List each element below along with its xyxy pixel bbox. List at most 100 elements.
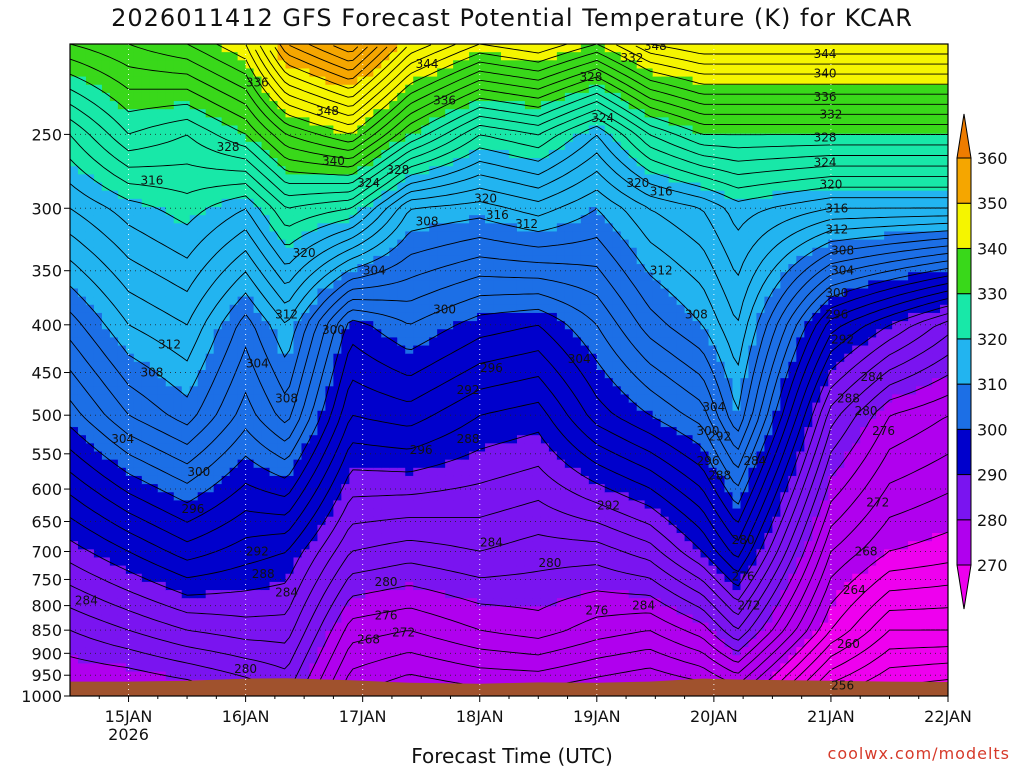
field-cell [556,435,566,444]
field-cell [277,386,287,396]
field-cell [373,361,382,371]
field-cell [485,361,494,371]
field-cell [301,533,311,542]
field-cell [516,84,526,94]
field-cell [373,149,382,159]
field-cell [524,565,534,575]
field-cell [437,508,446,518]
field-cell [333,598,342,607]
field-cell [413,149,422,159]
field-cell [548,84,558,94]
field-cell [77,418,87,428]
field-cell [509,541,518,550]
field-cell [405,370,414,379]
field-cell [141,492,151,501]
field-cell [524,353,534,363]
field-cell [357,52,366,61]
field-cell [325,467,334,477]
field-cell [413,296,422,306]
field-cell [261,190,271,200]
field-cell [477,264,486,273]
field-cell [269,500,279,510]
field-cell [117,174,127,184]
field-cell [381,598,390,607]
field-cell [469,321,478,330]
field-cell [205,92,215,102]
field-cell [453,647,462,656]
field-cell [253,565,263,575]
field-cell [109,565,119,575]
field-cell [125,264,135,273]
field-cell [237,581,247,591]
field-cell [445,312,454,322]
field-cell [309,133,319,143]
field-cell [429,264,438,273]
field-cell [301,288,311,298]
field-cell [141,581,151,591]
field-cell [245,565,255,575]
field-cell [125,312,135,322]
field-cell [85,622,95,632]
field-cell [149,117,159,127]
field-cell [197,435,207,444]
field-cell [70,516,79,526]
field-cell [453,280,462,290]
field-cell [133,451,143,461]
field-cell [509,492,518,501]
field-cell [421,125,430,135]
field-cell [101,418,111,428]
field-cell [532,386,542,396]
field-cell [516,60,526,70]
field-cell [373,500,382,510]
field-cell [181,386,191,396]
field-cell [373,109,382,118]
field-cell [197,272,207,281]
field-cell [413,459,422,469]
field-cell [461,304,470,314]
field-cell [524,264,534,273]
field-cell [532,353,542,363]
field-cell [477,190,486,200]
field-cell [125,158,135,167]
field-cell [149,223,159,233]
field-cell [524,378,534,387]
field-cell [309,590,319,599]
field-cell [556,133,566,143]
field-cell [157,541,167,550]
field-cell [405,614,414,624]
field-cell [493,655,502,664]
field-cell [548,638,558,648]
field-cell [477,402,486,412]
field-cell [269,459,279,469]
field-cell [413,598,422,607]
field-cell [437,353,446,363]
field-cell [397,565,406,575]
field-cell [197,418,207,428]
field-cell [453,492,462,501]
field-cell [397,459,406,469]
field-cell [237,288,247,298]
field-cell [293,581,303,591]
field-cell [77,264,87,273]
field-cell [461,622,470,632]
field-cell [309,231,319,241]
field-cell [524,451,534,461]
field-cell [277,239,287,249]
field-cell [77,44,87,53]
field-cell [125,109,135,118]
field-cell [381,158,390,167]
field-cell [509,533,518,542]
field-cell [556,394,566,404]
field-cell [461,484,470,493]
field-cell [293,182,303,192]
field-cell [181,459,191,469]
field-cell [564,296,574,306]
field-cell [389,101,398,110]
field-cell [461,671,470,681]
field-cell [245,484,255,493]
field-cell [501,606,510,616]
field-cell [197,52,207,61]
field-cell [485,280,494,290]
field-cell [413,239,422,249]
field-cell [269,533,279,542]
